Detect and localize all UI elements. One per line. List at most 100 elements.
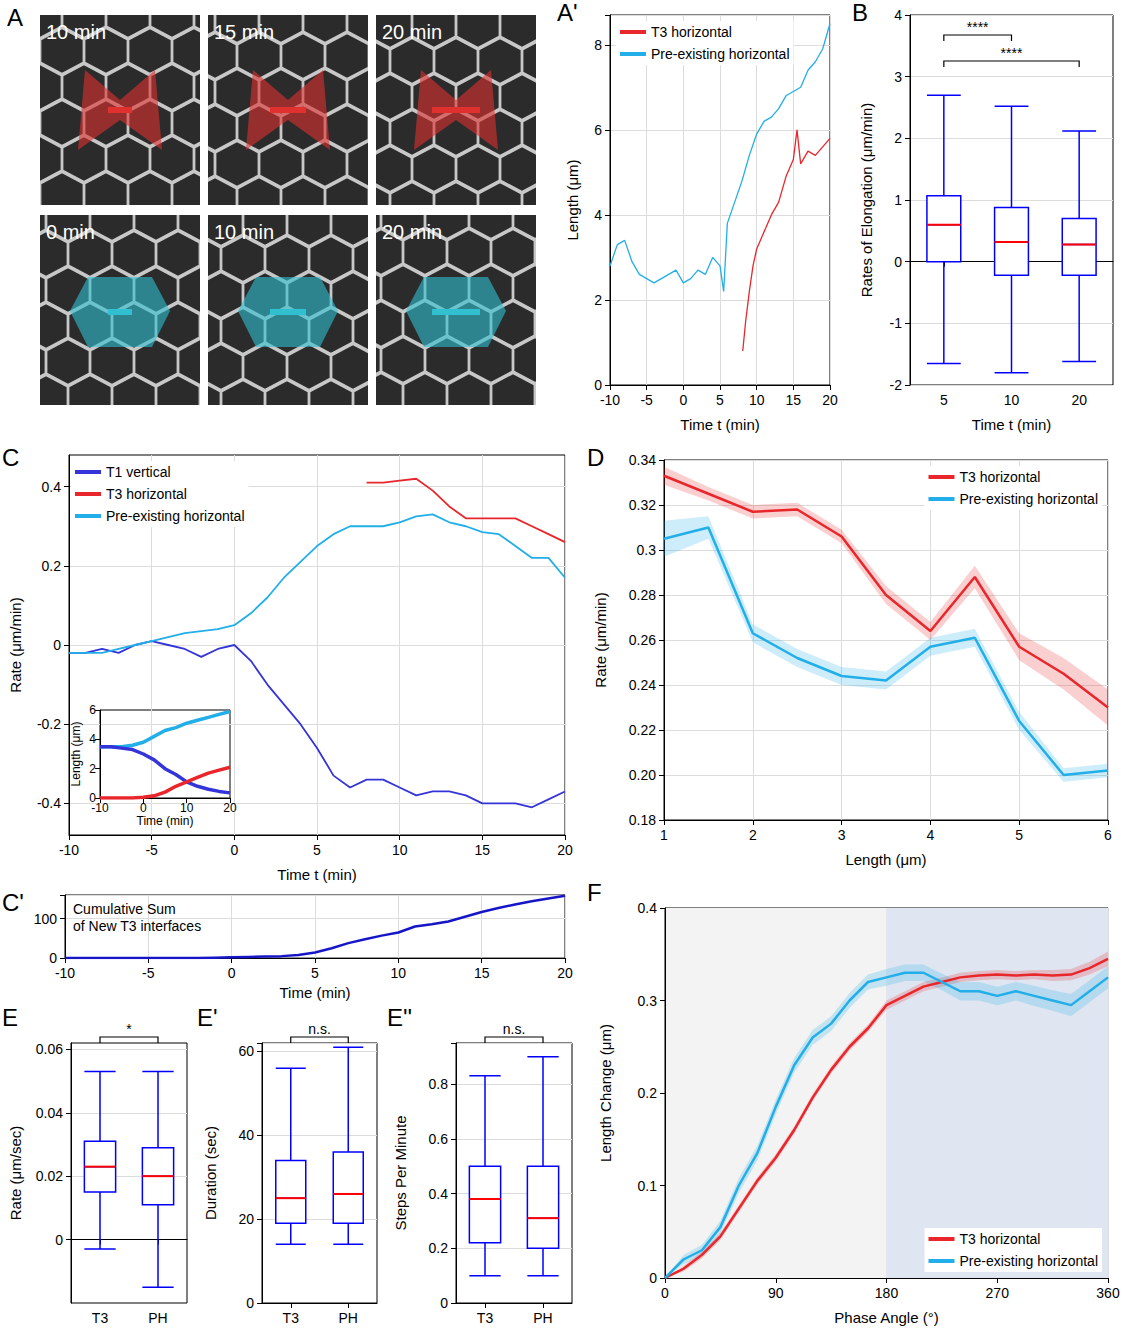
svg-text:0.4: 0.4 <box>42 479 62 495</box>
svg-text:Pre-existing horizontal: Pre-existing horizontal <box>959 491 1098 507</box>
svg-text:15 min: 15 min <box>214 21 274 43</box>
svg-text:0: 0 <box>661 1285 669 1301</box>
svg-text:*: * <box>126 1021 132 1037</box>
svg-text:Pre-existing horizontal: Pre-existing horizontal <box>651 46 790 62</box>
svg-text:0.22: 0.22 <box>629 722 656 738</box>
svg-text:0.1: 0.1 <box>638 1178 658 1194</box>
svg-text:-5: -5 <box>142 965 155 981</box>
svg-text:Time t (min): Time t (min) <box>680 416 759 433</box>
svg-text:6: 6 <box>1104 827 1112 843</box>
svg-text:0: 0 <box>140 801 147 815</box>
svg-text:20 min: 20 min <box>382 221 442 243</box>
svg-text:T3: T3 <box>92 1310 109 1326</box>
svg-text:0.3: 0.3 <box>638 993 658 1009</box>
svg-text:3: 3 <box>894 69 902 85</box>
svg-text:15: 15 <box>786 392 802 408</box>
svg-text:-0.4: -0.4 <box>37 795 61 811</box>
svg-text:0: 0 <box>53 637 61 653</box>
svg-text:0.04: 0.04 <box>36 1105 63 1121</box>
svg-text:5: 5 <box>716 392 724 408</box>
svg-text:-0.2: -0.2 <box>37 716 61 732</box>
svg-text:-10: -10 <box>59 842 79 858</box>
svg-text:90: 90 <box>768 1285 784 1301</box>
svg-text:Pre-existing horizontal: Pre-existing horizontal <box>959 1253 1098 1269</box>
svg-text:1: 1 <box>894 192 902 208</box>
svg-text:PH: PH <box>339 1310 358 1326</box>
svg-text:4: 4 <box>894 7 902 23</box>
svg-text:0: 0 <box>440 1295 448 1311</box>
svg-text:-5: -5 <box>640 392 653 408</box>
svg-text:2: 2 <box>749 827 757 843</box>
svg-text:2: 2 <box>594 292 602 308</box>
svg-text:PH: PH <box>148 1310 167 1326</box>
svg-text:60: 60 <box>238 1043 254 1059</box>
svg-text:Rate (μm/min): Rate (μm/min) <box>592 592 609 687</box>
svg-text:40: 40 <box>238 1127 254 1143</box>
svg-text:360: 360 <box>1096 1285 1120 1301</box>
svg-text:-10: -10 <box>91 801 109 815</box>
svg-text:-10: -10 <box>55 965 75 981</box>
svg-text:0: 0 <box>594 377 602 393</box>
svg-text:0.8: 0.8 <box>429 1076 449 1092</box>
svg-text:2: 2 <box>894 130 902 146</box>
svg-text:0: 0 <box>679 392 687 408</box>
svg-text:20: 20 <box>557 965 573 981</box>
svg-text:Length Change (μm): Length Change (μm) <box>597 1024 614 1162</box>
svg-text:0.06: 0.06 <box>36 1041 63 1057</box>
svg-text:0: 0 <box>55 1232 63 1248</box>
svg-text:Length (μm): Length (μm) <box>69 722 83 787</box>
svg-text:0: 0 <box>894 254 902 270</box>
svg-text:4: 4 <box>594 207 602 223</box>
svg-text:6: 6 <box>89 703 96 717</box>
svg-text:T3: T3 <box>283 1310 300 1326</box>
svg-text:0 min: 0 min <box>46 221 95 243</box>
svg-text:5: 5 <box>313 842 321 858</box>
svg-text:T1 vertical: T1 vertical <box>106 464 171 480</box>
svg-text:6: 6 <box>594 122 602 138</box>
svg-text:0.34: 0.34 <box>629 452 656 468</box>
svg-text:0: 0 <box>246 1295 254 1311</box>
svg-text:20: 20 <box>557 842 573 858</box>
svg-text:0.2: 0.2 <box>429 1240 449 1256</box>
svg-text:20: 20 <box>223 801 237 815</box>
svg-text:0: 0 <box>230 842 238 858</box>
svg-text:10: 10 <box>180 801 194 815</box>
svg-text:-2: -2 <box>890 377 903 393</box>
svg-text:T3 horizontal: T3 horizontal <box>959 1231 1040 1247</box>
svg-text:-5: -5 <box>145 842 158 858</box>
svg-text:Time (min): Time (min) <box>279 984 350 1001</box>
svg-text:of New T3 interfaces: of New T3 interfaces <box>73 918 201 934</box>
svg-text:3: 3 <box>838 827 846 843</box>
svg-text:****: **** <box>967 19 989 35</box>
svg-text:10: 10 <box>392 842 408 858</box>
svg-text:PH: PH <box>533 1310 552 1326</box>
svg-text:Rate (μm/sec): Rate (μm/sec) <box>7 1126 24 1221</box>
svg-text:0.24: 0.24 <box>629 677 656 693</box>
svg-text:-10: -10 <box>600 392 620 408</box>
svg-text:15: 15 <box>474 965 490 981</box>
svg-text:0.18: 0.18 <box>629 812 656 828</box>
svg-text:0.26: 0.26 <box>629 632 656 648</box>
svg-text:n.s.: n.s. <box>308 1021 331 1037</box>
svg-text:Duration (sec): Duration (sec) <box>202 1126 219 1220</box>
svg-text:Time t (min): Time t (min) <box>972 416 1051 433</box>
svg-text:Rates of Elongation (μm/min): Rates of Elongation (μm/min) <box>858 103 875 298</box>
svg-text:1: 1 <box>660 827 668 843</box>
svg-text:15: 15 <box>475 842 491 858</box>
svg-text:180: 180 <box>875 1285 899 1301</box>
svg-text:0.20: 0.20 <box>629 767 656 783</box>
svg-text:****: **** <box>1001 45 1023 61</box>
svg-text:10 min: 10 min <box>214 221 274 243</box>
svg-text:10: 10 <box>391 965 407 981</box>
svg-text:T3 horizontal: T3 horizontal <box>106 486 187 502</box>
svg-text:10: 10 <box>1004 392 1020 408</box>
svg-text:Length (μm): Length (μm) <box>564 159 581 240</box>
svg-text:8: 8 <box>594 37 602 53</box>
svg-text:0: 0 <box>649 1270 657 1286</box>
svg-text:0: 0 <box>49 950 57 966</box>
svg-text:Pre-existing horizontal: Pre-existing horizontal <box>106 508 245 524</box>
svg-text:Time t (min): Time t (min) <box>277 866 356 883</box>
svg-text:0.4: 0.4 <box>638 900 658 916</box>
svg-text:T3 horizontal: T3 horizontal <box>959 469 1040 485</box>
svg-text:0.6: 0.6 <box>429 1131 449 1147</box>
